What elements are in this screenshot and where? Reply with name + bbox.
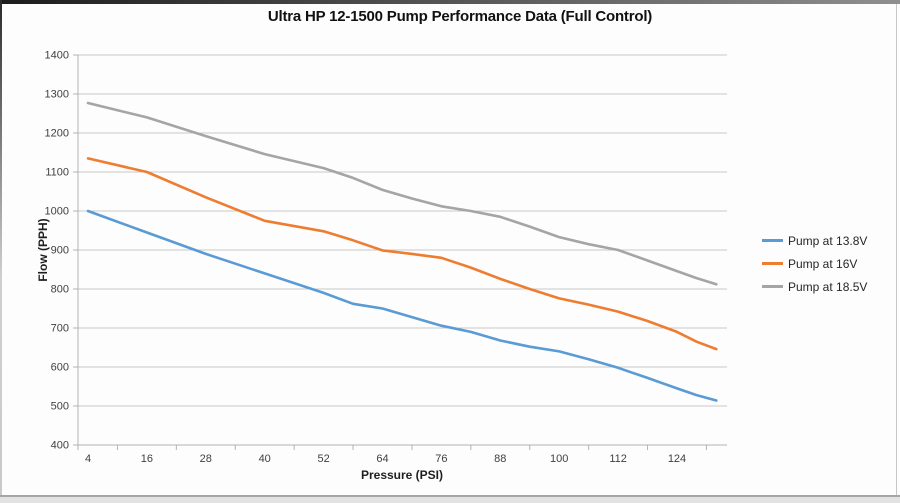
legend-item: Pump at 18.5V: [762, 278, 867, 295]
x-axis-tick-label: 40: [259, 453, 271, 465]
series-line-pump-at-16v: [86, 157, 718, 351]
x-axis-tick-label: 4: [85, 453, 91, 465]
right-border: [896, 4, 897, 497]
top-border: [0, 0, 900, 4]
x-axis-tick-label: 16: [141, 453, 153, 465]
legend-item-label: Pump at 13.8V: [788, 233, 868, 248]
series-line-pump-at-18.5v: [86, 101, 718, 286]
chart-title: Ultra HP 12-1500 Pump Performance Data (…: [267, 8, 653, 25]
series-line-pump-at-13.8v: [86, 209, 718, 402]
bottom-border: [0, 495, 900, 503]
y-axis-tick-label: 500: [51, 401, 69, 413]
x-axis-tick-label: 28: [200, 453, 212, 465]
y-axis-tick-label: 400: [51, 440, 69, 452]
x-axis-tick-label: 88: [494, 453, 506, 465]
x-axis-tick-label: 64: [376, 453, 388, 465]
y-axis-tick-label: 1400: [45, 50, 69, 62]
left-border: [0, 0, 2, 503]
x-axis-tick-label: 100: [550, 453, 568, 465]
y-axis-tick-label: 1100: [45, 167, 69, 179]
legend-line-swatch: [762, 285, 783, 288]
y-axis-title: Flow (PPH): [36, 218, 50, 282]
y-axis-tick-label: 1200: [45, 128, 69, 140]
y-axis-tick-label: 1000: [45, 206, 69, 218]
x-axis-tick-label: 112: [609, 453, 627, 465]
legend-line-swatch: [762, 239, 783, 242]
legend-item-label: Pump at 18.5V: [788, 279, 868, 294]
y-axis-tick-label: 600: [51, 362, 69, 374]
legend-line-swatch: [762, 262, 783, 265]
y-axis-tick-label: 700: [51, 323, 69, 335]
x-axis-tick-label: 76: [435, 453, 447, 465]
y-axis-tick-label: 800: [51, 284, 69, 296]
legend-item: Pump at 16V: [762, 255, 867, 272]
x-axis-tick-label: 52: [317, 453, 329, 465]
y-axis-tick-label: 1300: [45, 89, 69, 101]
legend-item-label: Pump at 16V: [788, 256, 858, 271]
legend-item: Pump at 13.8V: [762, 232, 867, 249]
legend: Pump at 13.8V Pump at 16V Pump at 18.5V: [762, 232, 867, 301]
x-axis-tick-label: 124: [668, 453, 686, 465]
y-axis-tick-label: 900: [51, 245, 69, 257]
x-axis-title: Pressure (PSI): [360, 468, 444, 482]
